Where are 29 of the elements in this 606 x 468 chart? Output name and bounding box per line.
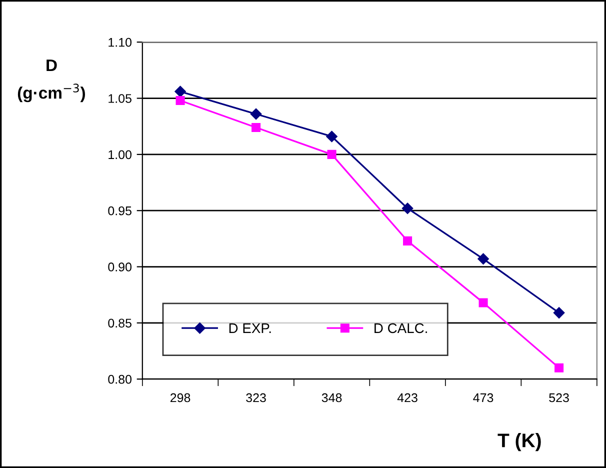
y-axis-title: D (g·cm$^{−3}$) (18, 60, 85, 102)
x-tick-label: 523 (549, 393, 569, 402)
point (478, 298, 488, 308)
x-tick-label: 423 (397, 393, 418, 402)
point (403, 236, 412, 246)
y-tick-label: 0.95 (108, 206, 132, 216)
point (250, 108, 262, 120)
y-tick-label: 0.80 (108, 374, 132, 384)
x-tick-label: 323 (246, 393, 266, 402)
y-tick-label: 0.90 (108, 262, 132, 272)
x-axis-title: T (K) (498, 432, 541, 452)
y-tick-label: 1.05 (108, 94, 132, 103)
y-tick-label: 0.85 (108, 318, 132, 328)
y-tick-label: 1.10 (108, 38, 132, 47)
x-tick-label: 298 (170, 393, 190, 402)
legend-label: D EXP. (229, 323, 271, 333)
point (478, 253, 489, 265)
x-tick-label: 473 (473, 393, 494, 402)
x-tick-label: 348 (322, 393, 342, 402)
point (326, 130, 338, 142)
point (553, 307, 565, 318)
point (176, 96, 185, 106)
y-tick-label: 1.00 (108, 150, 132, 160)
legend-label: D CALC. (374, 323, 427, 334)
point (327, 150, 336, 159)
point (174, 86, 186, 98)
point (554, 363, 564, 372)
point (402, 202, 414, 214)
point (252, 122, 261, 132)
